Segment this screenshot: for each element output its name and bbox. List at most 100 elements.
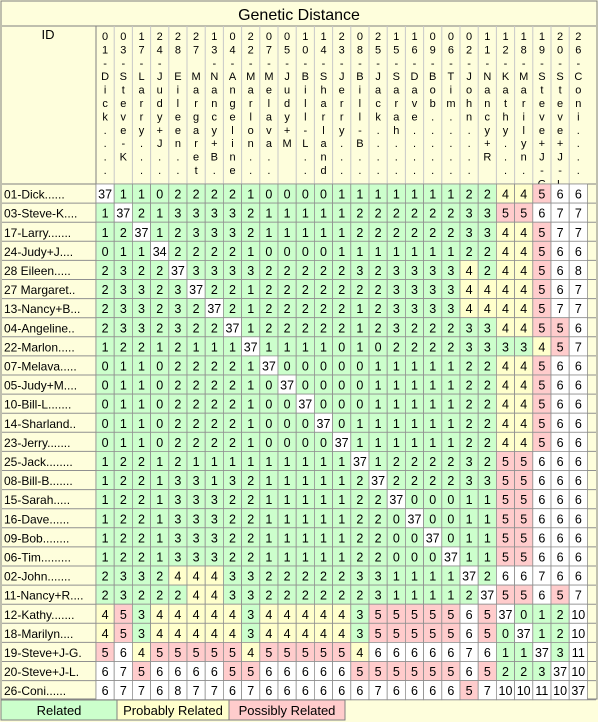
cell-value: 6 bbox=[557, 417, 564, 431]
cell-value: 3 bbox=[484, 474, 491, 488]
cell-value: 4 bbox=[229, 608, 236, 622]
row-label: 17-Larry....... bbox=[4, 226, 71, 240]
cell-value: 7 bbox=[557, 302, 564, 316]
cell-value: 2 bbox=[229, 379, 236, 393]
cell-value: 4 bbox=[102, 627, 109, 641]
cell-value: 4 bbox=[320, 627, 327, 641]
cell-value: 2 bbox=[174, 340, 181, 354]
cell-value: 6 bbox=[557, 283, 564, 297]
cell-value: 0 bbox=[320, 436, 327, 450]
cell-value: 2 bbox=[174, 436, 181, 450]
cell-value: 5 bbox=[557, 589, 564, 603]
cell-value: 2 bbox=[265, 570, 272, 584]
cell-value: 5 bbox=[411, 608, 418, 622]
cell-value: 1 bbox=[102, 207, 109, 221]
cell-value: 3 bbox=[211, 550, 218, 564]
cell-value: 2 bbox=[229, 493, 236, 507]
cell-value: 5 bbox=[502, 512, 509, 526]
cell-value: 5 bbox=[538, 359, 545, 373]
cell-value: 6 bbox=[557, 188, 564, 202]
cell-value: 1 bbox=[247, 188, 254, 202]
cell-value: 7 bbox=[575, 340, 582, 354]
cell-value: 2 bbox=[229, 531, 236, 545]
cell-value: 1 bbox=[320, 531, 327, 545]
cell-value: 1 bbox=[320, 550, 327, 564]
cell-value: 5 bbox=[520, 493, 527, 507]
cell-value: 4 bbox=[302, 608, 309, 622]
row-label: 22-Marlon..... bbox=[4, 340, 75, 354]
column-header: 18-Marilyn.. bbox=[519, 31, 528, 190]
cell-value: 7 bbox=[247, 684, 254, 698]
cell-value: 3 bbox=[174, 531, 181, 545]
cell-value: 37 bbox=[389, 493, 403, 507]
cell-value: 6 bbox=[538, 512, 545, 526]
cell-value: 0 bbox=[447, 531, 454, 545]
cell-value: 0 bbox=[411, 531, 418, 545]
cell-value: 1 bbox=[284, 512, 291, 526]
cell-value: 5 bbox=[120, 608, 127, 622]
cell-value: 5 bbox=[320, 646, 327, 660]
cell-value: 4 bbox=[356, 646, 363, 660]
cell-value: 6 bbox=[338, 684, 345, 698]
cell-value: 1 bbox=[338, 493, 345, 507]
row-label: 04-Angeline.. bbox=[4, 321, 75, 335]
cell-value: 2 bbox=[211, 245, 218, 259]
cell-value: 1 bbox=[393, 359, 400, 373]
cell-value: 5 bbox=[356, 665, 363, 679]
cell-value: 5 bbox=[429, 665, 436, 679]
cell-value: 2 bbox=[466, 436, 473, 450]
cell-value: 6 bbox=[538, 589, 545, 603]
cell-value: 5 bbox=[466, 684, 473, 698]
cell-value: 0 bbox=[338, 379, 345, 393]
cell-value: 1 bbox=[156, 207, 163, 221]
cell-value: 2 bbox=[229, 359, 236, 373]
cell-value: 4 bbox=[229, 627, 236, 641]
cell-value: 1 bbox=[411, 188, 418, 202]
cell-value: 3 bbox=[356, 627, 363, 641]
cell-value: 4 bbox=[211, 627, 218, 641]
cell-value: 1 bbox=[338, 474, 345, 488]
cell-value: 3 bbox=[138, 283, 145, 297]
cell-value: 6 bbox=[320, 684, 327, 698]
cell-value: 6 bbox=[520, 570, 527, 584]
cell-value: 2 bbox=[211, 436, 218, 450]
cell-value: 1 bbox=[120, 379, 127, 393]
cell-value: 0 bbox=[265, 398, 272, 412]
row-label: 27 Margaret.. bbox=[4, 283, 75, 297]
cell-value: 1 bbox=[338, 188, 345, 202]
cell-value: 1 bbox=[338, 226, 345, 240]
cell-value: 0 bbox=[338, 359, 345, 373]
cell-value: 6 bbox=[557, 436, 564, 450]
cell-value: 7 bbox=[575, 302, 582, 316]
cell-value: 0 bbox=[284, 359, 291, 373]
cell-value: 2 bbox=[138, 340, 145, 354]
legend-label: Possibly Related bbox=[239, 703, 336, 718]
cell-value: 1 bbox=[447, 589, 454, 603]
cell-value: 6 bbox=[575, 379, 582, 393]
cell-value: 2 bbox=[356, 226, 363, 240]
cell-value: 2 bbox=[138, 531, 145, 545]
cell-value: 0 bbox=[393, 531, 400, 545]
cell-value: 6 bbox=[466, 665, 473, 679]
cell-value: 2 bbox=[284, 570, 291, 584]
cell-value: 2 bbox=[484, 570, 491, 584]
cell-value: 2 bbox=[356, 512, 363, 526]
cell-value: 1 bbox=[538, 608, 545, 622]
cell-value: 3 bbox=[393, 321, 400, 335]
cell-value: 4 bbox=[520, 436, 527, 450]
cell-value: 2 bbox=[411, 474, 418, 488]
cell-value: 1 bbox=[102, 226, 109, 240]
cell-value: 37 bbox=[280, 379, 294, 393]
cell-value: 3 bbox=[193, 226, 200, 240]
cell-value: 3 bbox=[429, 283, 436, 297]
cell-value: 6 bbox=[466, 627, 473, 641]
cell-value: 2 bbox=[193, 379, 200, 393]
cell-value: 1 bbox=[302, 340, 309, 354]
cell-value: 2 bbox=[193, 436, 200, 450]
cell-value: 5 bbox=[502, 550, 509, 564]
cell-value: 2 bbox=[229, 302, 236, 316]
cell-value: 2 bbox=[338, 321, 345, 335]
cell-value: 10 bbox=[553, 684, 567, 698]
cell-value: 37 bbox=[98, 188, 112, 202]
cell-value: 1 bbox=[102, 455, 109, 469]
